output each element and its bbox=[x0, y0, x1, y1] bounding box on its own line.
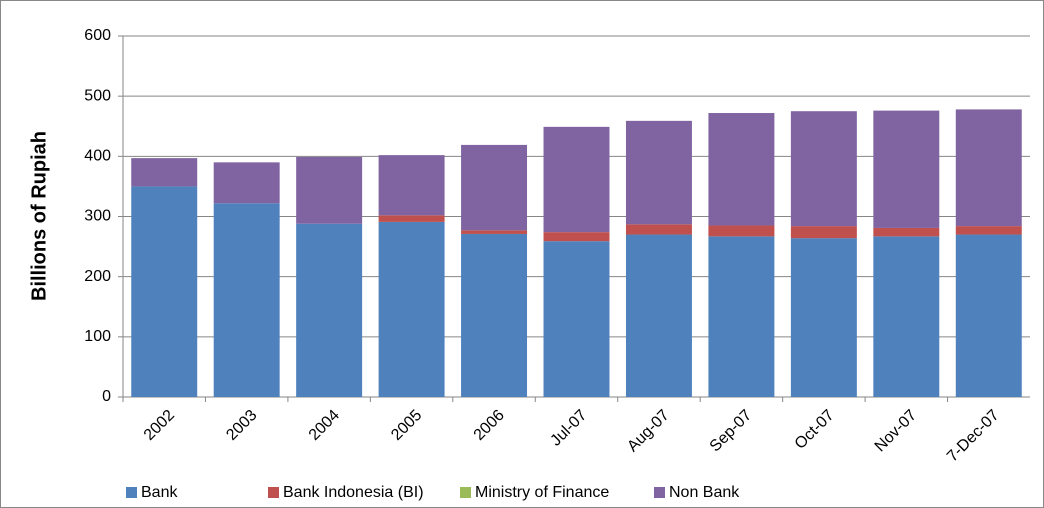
y-tick-label: 600 bbox=[84, 27, 111, 44]
bar-segment bbox=[625, 234, 692, 397]
legend-label: Bank Indonesia (BI) bbox=[283, 484, 424, 501]
bar-segment bbox=[955, 226, 1022, 235]
y-axis-title: Billions of Rupiah bbox=[28, 131, 50, 301]
bar-segment bbox=[790, 226, 857, 239]
bar-segment bbox=[873, 110, 940, 228]
bar-segment bbox=[296, 223, 363, 397]
bar-segment bbox=[708, 225, 775, 237]
legend-label: Bank bbox=[141, 484, 178, 501]
legend-swatch bbox=[268, 487, 279, 498]
y-tick-label: 100 bbox=[84, 328, 111, 345]
bar-segment bbox=[543, 126, 610, 233]
y-tick-label: 300 bbox=[84, 208, 111, 225]
legend-label: Ministry of Finance bbox=[475, 484, 609, 501]
bar-segment bbox=[625, 120, 692, 225]
bar-segment bbox=[131, 186, 198, 397]
bar-segment bbox=[790, 111, 857, 227]
bar-segment bbox=[378, 215, 445, 222]
y-tick-label: 200 bbox=[84, 268, 111, 285]
bar-segment bbox=[296, 156, 363, 224]
bar-segment bbox=[708, 236, 775, 397]
legend-swatch bbox=[126, 487, 137, 498]
bar-segment bbox=[461, 233, 528, 397]
bar-segment bbox=[213, 203, 280, 397]
y-tick-label: 0 bbox=[102, 388, 111, 405]
bar-segment bbox=[955, 234, 1022, 397]
legend-swatch bbox=[460, 487, 471, 498]
legend-label: Non Bank bbox=[669, 484, 740, 501]
bar-segment bbox=[378, 221, 445, 397]
bar-segment bbox=[873, 227, 940, 237]
y-tick-label: 400 bbox=[84, 148, 111, 165]
bar-segment bbox=[378, 155, 445, 216]
bar-segment bbox=[790, 238, 857, 397]
legend-swatch bbox=[654, 487, 665, 498]
bar-segment bbox=[873, 236, 940, 397]
y-tick-label: 500 bbox=[84, 87, 111, 104]
bar-segment bbox=[625, 224, 692, 235]
bar-segment bbox=[213, 162, 280, 204]
bar-segment bbox=[543, 232, 610, 242]
bar-segment bbox=[543, 241, 610, 397]
bar-segment bbox=[708, 113, 775, 226]
bar-segment bbox=[955, 109, 1022, 227]
bar-segment bbox=[131, 158, 198, 187]
bar-segment bbox=[461, 144, 528, 231]
bar-segment bbox=[461, 230, 528, 234]
